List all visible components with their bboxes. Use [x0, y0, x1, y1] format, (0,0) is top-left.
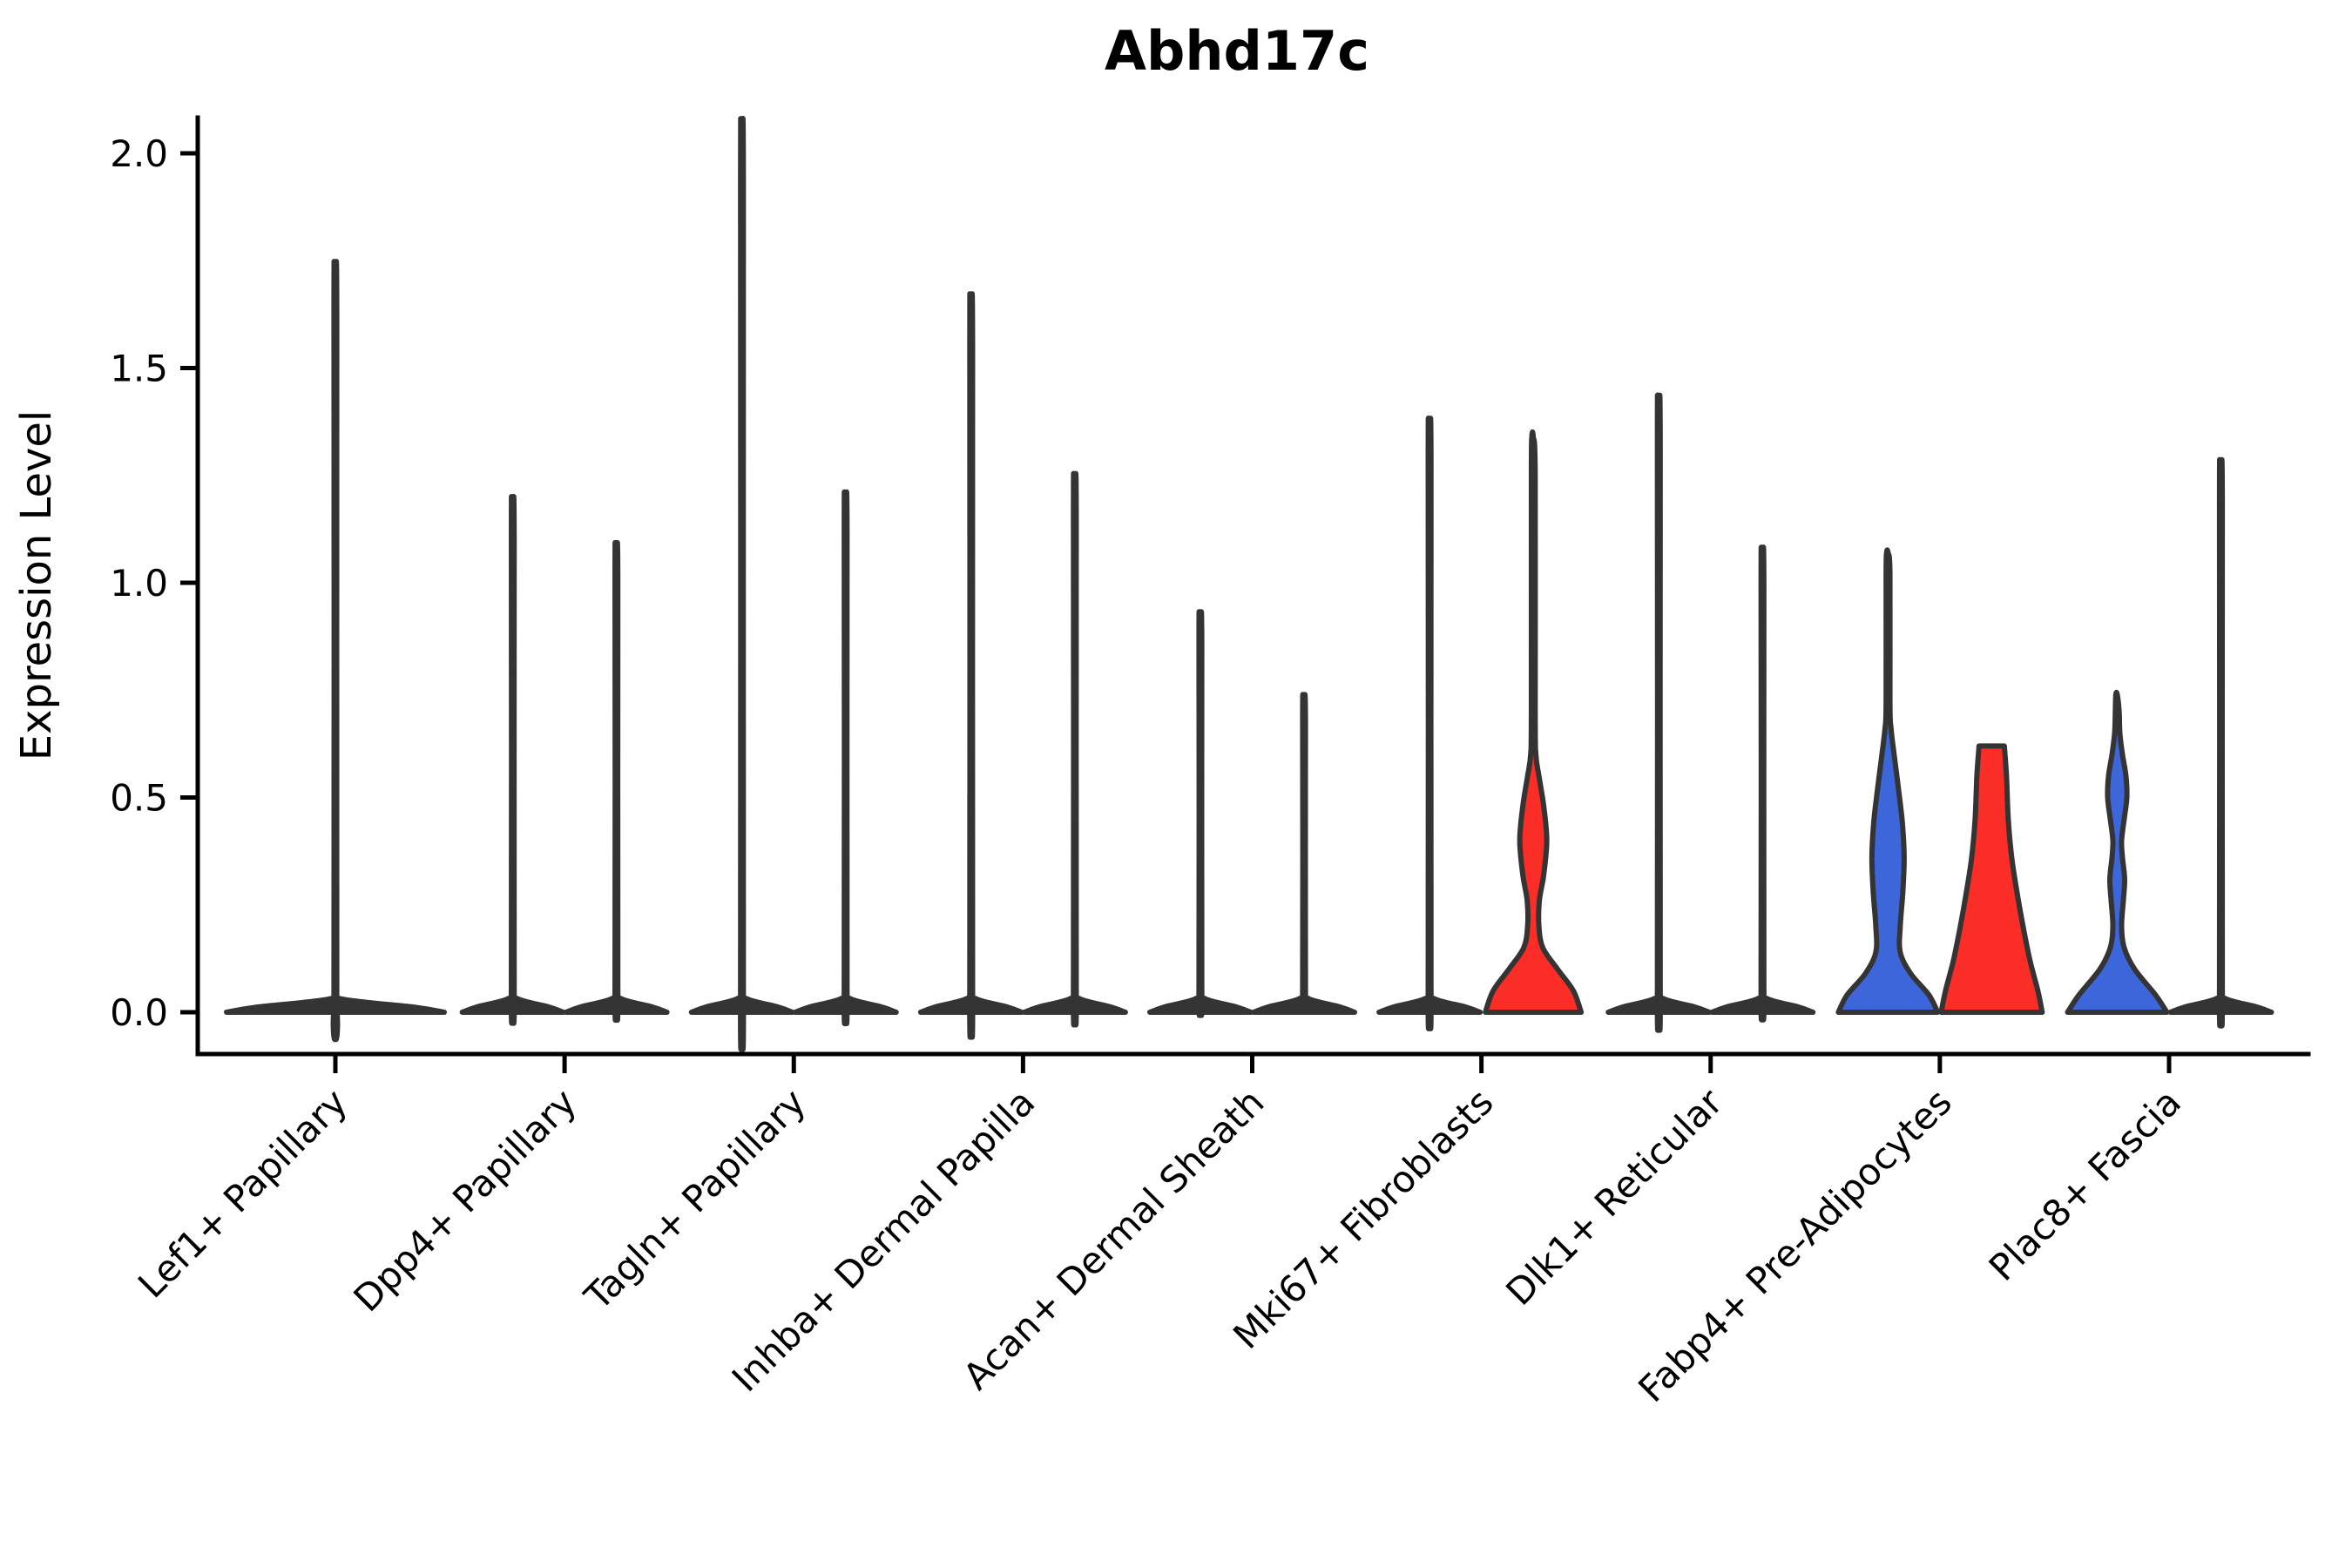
x-tick-label: Dpp4+ Papillary — [345, 1080, 585, 1320]
violin-fabp4-pre-adipocytes-right — [1938, 743, 2045, 1015]
violin-acan-dermal-sheath-left — [1147, 609, 1254, 1018]
violin-tagln-papillary-left — [688, 116, 795, 1052]
violin-dlk1-reticular-left — [1605, 392, 1713, 1033]
axis-spine — [195, 115, 2311, 1057]
violin-acan-dermal-sheath-right — [1251, 692, 1357, 1015]
y-tick-label: 1.0 — [110, 562, 168, 605]
y-tick-label: 2.0 — [110, 132, 168, 175]
x-tick-label: Tagln+ Papillary — [576, 1080, 814, 1318]
x-tick-label: Plac8+ Fascia — [1981, 1080, 2189, 1288]
y-axis-label: Expression Level — [12, 410, 61, 761]
violin-dpp4-papillary-right — [563, 539, 670, 1024]
violin-plac8-fascia-left — [2065, 689, 2170, 1015]
y-tick-label: 0.0 — [110, 991, 168, 1034]
violin-plac8-fascia-right — [2167, 456, 2274, 1029]
violin-inhba-dermal-papilla-left — [917, 291, 1024, 1040]
x-tick-label: Lef1+ Papillary — [130, 1080, 355, 1306]
chart-title: Abhd17c — [1105, 19, 1369, 83]
violin-dlk1-reticular-right — [1709, 544, 1816, 1023]
violin-mki67-fibroblasts-left — [1376, 416, 1484, 1031]
x-tick-label: Mki67+ Fibroblasts — [1225, 1080, 1501, 1356]
y-tick-label: 0.5 — [110, 777, 168, 820]
violin-mki67-fibroblasts-right — [1483, 429, 1585, 1015]
y-tick-label: 1.5 — [110, 348, 168, 390]
x-tick-label: Dlk1+ Reticular — [1497, 1080, 1731, 1314]
violin-fabp4-pre-adipocytes-left — [1835, 547, 1941, 1015]
violin-dpp4-papillary-left — [459, 494, 566, 1026]
violin-lef1-papillary-center — [224, 259, 447, 1043]
violin-inhba-dermal-papilla-right — [1021, 470, 1128, 1028]
violin-tagln-papillary-right — [792, 489, 899, 1027]
